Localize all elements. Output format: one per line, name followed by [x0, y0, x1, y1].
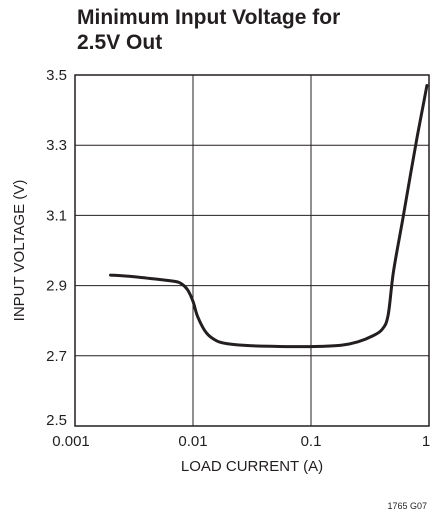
y-tick-label: 2.7 [46, 348, 67, 365]
plot-frame [74, 74, 430, 427]
chart-title: Minimum Input Voltage for 2.5V Out [77, 6, 341, 54]
y-tick-label: 2.9 [46, 278, 67, 295]
x-tick-label: 0.001 [52, 433, 90, 450]
series-line [109, 84, 429, 349]
grid-lines [75, 75, 429, 426]
y-tick-labels: 2.5 2.7 2.9 3.1 3.3 3.5 [46, 67, 67, 429]
x-tick-label: 0.1 [301, 433, 322, 450]
y-axis-label: INPUT VOLTAGE (V) [11, 180, 28, 322]
y-tick-label: 3.5 [46, 67, 67, 84]
y-tick-label: 3.1 [46, 207, 67, 224]
x-tick-label: 0.01 [178, 433, 207, 450]
x-axis-label: LOAD CURRENT (A) [181, 458, 323, 475]
y-tick-label: 3.3 [46, 137, 67, 154]
x-tick-label: 1 [422, 433, 430, 450]
x-tick-labels: 0.001 0.01 0.1 1 [52, 433, 430, 450]
y-tick-label: 2.5 [46, 412, 67, 429]
figure-id: 1765 G07 [387, 501, 427, 511]
